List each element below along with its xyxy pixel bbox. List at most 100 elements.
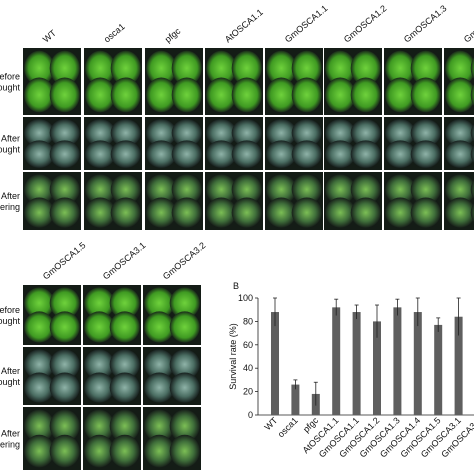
plant [84, 349, 115, 380]
y-tick-label: 100 [238, 293, 253, 303]
column-label: GmOSCA1.4 [462, 3, 474, 44]
plant [146, 140, 177, 168]
plant [144, 372, 175, 403]
plant [24, 77, 55, 113]
bar [352, 312, 361, 415]
plant [470, 124, 474, 142]
x-tick-label: osca1 [276, 415, 300, 439]
plant [410, 140, 441, 168]
plant [171, 50, 202, 86]
plant [325, 174, 356, 205]
plant [171, 77, 202, 113]
row-label: After [1, 366, 20, 376]
plant [49, 140, 80, 168]
plant [350, 50, 381, 86]
plant [24, 311, 55, 343]
plant [109, 349, 140, 380]
y-axis-label: Survival rate (%) [228, 323, 238, 390]
plant [291, 140, 322, 168]
plant [169, 349, 200, 380]
plant [146, 77, 177, 113]
row-label: After [1, 429, 20, 439]
plant [445, 140, 474, 168]
plant [109, 311, 140, 343]
y-tick-label: 0 [248, 410, 253, 420]
plant [325, 197, 356, 228]
plant [325, 119, 356, 147]
plant [266, 119, 297, 147]
plant [171, 174, 202, 205]
plant [146, 50, 177, 86]
plant [470, 203, 474, 223]
plant [470, 57, 474, 79]
plant [385, 174, 416, 205]
column-label: osca1 [102, 21, 127, 44]
plant [410, 174, 441, 205]
plant [49, 311, 80, 343]
plant [171, 197, 202, 228]
plant [169, 372, 200, 403]
panel-label: B [233, 281, 239, 291]
plant [24, 287, 55, 319]
plant [410, 50, 441, 86]
y-tick-label: 80 [243, 316, 253, 326]
row-label: ought [0, 83, 20, 93]
plant [24, 197, 55, 228]
plant [109, 434, 140, 468]
row-label: efore [0, 72, 20, 82]
column-label: GmOSCA1.3 [402, 3, 449, 44]
row-label: ought [0, 145, 20, 155]
plant [291, 174, 322, 205]
plant [49, 434, 80, 468]
plant [24, 372, 55, 403]
column-label: GmOSCA3.1 [101, 240, 148, 281]
plant [410, 119, 441, 147]
column-label: GmOSCA1.2 [342, 3, 389, 44]
plant [266, 77, 297, 113]
plant [85, 197, 116, 228]
plant [49, 77, 80, 113]
plant [325, 77, 356, 113]
plant [266, 50, 297, 86]
plant [84, 287, 115, 319]
plant [24, 434, 55, 468]
plant [144, 434, 175, 468]
plant [146, 197, 177, 228]
plant [291, 50, 322, 86]
plant [146, 119, 177, 147]
plant [470, 84, 474, 106]
plant [109, 409, 140, 443]
plant [231, 140, 262, 168]
plant [350, 77, 381, 113]
plant [144, 287, 175, 319]
plant [231, 50, 262, 86]
plant [206, 140, 237, 168]
plant [385, 140, 416, 168]
bar [413, 312, 422, 415]
plant [146, 174, 177, 205]
plant [445, 174, 474, 205]
column-label: GmOSCA1.5 [41, 240, 88, 281]
bar [373, 321, 381, 415]
plant [49, 349, 80, 380]
plant [470, 145, 474, 163]
bar [332, 307, 341, 415]
plant [445, 119, 474, 147]
plant [24, 174, 55, 205]
plant [85, 119, 116, 147]
plant [110, 50, 141, 86]
plant [24, 409, 55, 443]
plant [169, 434, 200, 468]
plant [144, 409, 175, 443]
column-label: GmOSCA3.2 [161, 240, 208, 281]
plant [325, 140, 356, 168]
plant [266, 140, 297, 168]
plant [231, 119, 262, 147]
plant [291, 197, 322, 228]
plant [49, 372, 80, 403]
plant [385, 77, 416, 113]
plant [49, 119, 80, 147]
row-label: After [1, 134, 20, 144]
plant [206, 77, 237, 113]
